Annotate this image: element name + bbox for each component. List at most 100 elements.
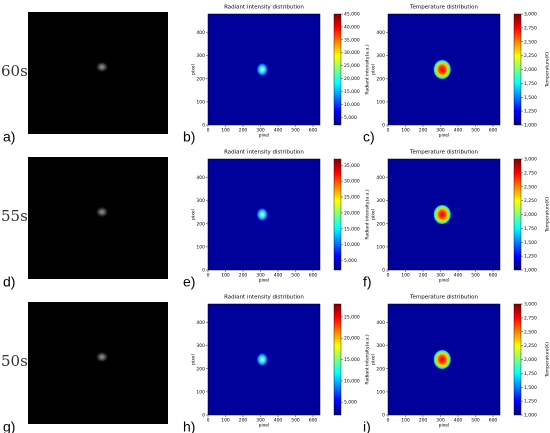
y-tick-label: 0: [382, 123, 385, 129]
y-tick-label: 400: [376, 320, 385, 326]
colorbar-tick-label: 3,000: [524, 12, 537, 18]
colorbar-tick-label: 1,750: [524, 81, 537, 87]
x-tick-label: 400: [454, 418, 463, 424]
colorbar-tick-label: 5,000: [344, 400, 357, 406]
x-tick-label: 100: [401, 418, 410, 424]
y-tick-label: 0: [202, 268, 205, 274]
colorbar-tick-label: 2,000: [524, 357, 537, 363]
panel-caption: f): [363, 274, 372, 290]
x-tick-label: 400: [274, 128, 283, 134]
colorbar-tick-label: 2,250: [524, 198, 537, 204]
y-tick-label: 100: [196, 244, 205, 250]
x-tick-label: 600: [309, 273, 318, 279]
y-axis-label: pixel: [371, 354, 377, 365]
y-tick-label: 100: [196, 389, 205, 395]
hot-spot: [256, 207, 269, 222]
y-tick-label: 400: [196, 320, 205, 326]
x-tick-label: 0: [387, 273, 390, 279]
colorbar-tick-label: 10,000: [344, 242, 360, 248]
x-tick-label: 600: [309, 418, 318, 424]
colorbar-tick-label: 1,500: [524, 240, 537, 246]
y-tick-label: 200: [196, 221, 205, 227]
x-tick-label: 400: [274, 273, 283, 279]
colorbar-tick-label: 2,000: [524, 212, 537, 218]
colorbar-tick-label: 20,000: [344, 76, 360, 82]
x-tick-label: 100: [221, 418, 230, 424]
colorbar-tick-label: 2,750: [524, 170, 537, 176]
y-tick-label: 400: [376, 30, 385, 36]
hot-spot: [433, 59, 452, 80]
plot-frame: [387, 303, 501, 416]
y-axis-label: pixel: [191, 354, 197, 365]
colorbar-tick-label: 1,250: [524, 109, 537, 115]
colorbar-tick-label: 1,750: [524, 226, 537, 232]
y-tick-label: 100: [376, 99, 385, 105]
chart-title: Radiant intensity distribution: [224, 295, 304, 301]
y-tick-label: 100: [376, 244, 385, 250]
y-tick-label: 300: [196, 53, 205, 59]
y-tick-label: 0: [202, 413, 205, 419]
panel-caption: c): [363, 129, 375, 145]
panel-caption: g): [3, 419, 15, 433]
colorbar-tick-label: 35,000: [344, 37, 360, 43]
x-tick-label: 600: [489, 418, 498, 424]
y-axis-label: pixel: [371, 209, 377, 220]
colorbar-tick-label: 25,000: [344, 63, 360, 69]
x-tick-label: 500: [291, 273, 300, 279]
x-tick-label: 300: [256, 128, 265, 134]
x-tick-label: 200: [419, 128, 428, 134]
x-axis-label: pixel: [259, 278, 270, 284]
colorbar-tick-label: 3,000: [524, 157, 537, 163]
colorbar-tick-label: 2,250: [524, 343, 537, 349]
plot-frame: [207, 303, 321, 416]
colorbar-tick-label: 45,000: [344, 12, 360, 18]
plot-frame: [387, 13, 501, 126]
time-label: 50s: [1, 352, 28, 370]
y-tick-label: 300: [196, 343, 205, 349]
hot-spot: [256, 62, 269, 77]
y-tick-label: 200: [376, 221, 385, 227]
chart-title: Temperature distribution: [409, 295, 478, 301]
colorbar-tick-label: 30,000: [344, 179, 360, 185]
y-tick-label: 0: [382, 268, 385, 274]
colorbar-tick-label: 1,000: [524, 268, 537, 274]
y-tick-label: 400: [376, 175, 385, 181]
colorbar-label: Radiant intensity(a.u.): [365, 44, 371, 94]
x-tick-label: 400: [274, 418, 283, 424]
x-axis-label: pixel: [259, 133, 270, 139]
y-tick-label: 200: [376, 76, 385, 82]
x-tick-label: 300: [436, 273, 445, 279]
colorbar-tick-label: 2,250: [524, 53, 537, 59]
colorbar: [333, 13, 342, 126]
x-tick-label: 600: [309, 128, 318, 134]
photo: [28, 302, 168, 424]
x-tick-label: 300: [436, 418, 445, 424]
x-tick-label: 100: [401, 128, 410, 134]
colorbar-tick-label: 20,000: [344, 336, 360, 342]
y-tick-label: 100: [196, 99, 205, 105]
y-tick-label: 400: [196, 175, 205, 181]
y-axis-label: pixel: [371, 64, 377, 75]
time-label: 55s: [1, 207, 28, 225]
colorbar: [513, 303, 522, 416]
photo-glow: [95, 206, 109, 218]
x-tick-label: 200: [419, 418, 428, 424]
x-tick-label: 100: [221, 128, 230, 134]
y-tick-label: 100: [376, 389, 385, 395]
x-tick-label: 300: [436, 128, 445, 134]
y-tick-label: 300: [376, 343, 385, 349]
colorbar-tick-label: 1,500: [524, 385, 537, 391]
colorbar-tick-label: 30,000: [344, 50, 360, 56]
x-tick-label: 500: [471, 273, 480, 279]
colorbar-tick-label: 1,750: [524, 371, 537, 377]
colorbar-tick-label: 15,000: [344, 226, 360, 232]
chart-title: Temperature distribution: [409, 5, 478, 11]
chart-title: Radiant intensity distribution: [224, 5, 304, 11]
colorbar-tick-label: 2,750: [524, 25, 537, 31]
x-tick-label: 500: [471, 128, 480, 134]
plot-frame: [207, 158, 321, 271]
colorbar-tick-label: 15,000: [344, 357, 360, 363]
x-tick-label: 0: [207, 128, 210, 134]
x-tick-label: 0: [207, 418, 210, 424]
